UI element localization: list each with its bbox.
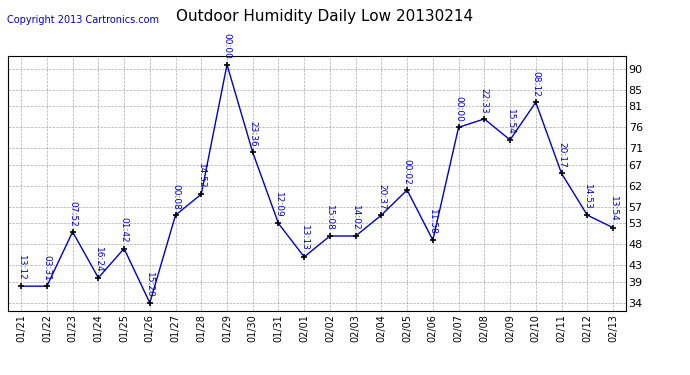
Text: 03:31: 03:31 bbox=[42, 255, 51, 280]
Text: 13:13: 13:13 bbox=[299, 225, 308, 251]
Text: 01:42: 01:42 bbox=[119, 217, 128, 243]
Text: 07:52: 07:52 bbox=[68, 201, 77, 226]
Text: 00:00: 00:00 bbox=[454, 96, 463, 122]
Text: 00:08: 00:08 bbox=[171, 184, 180, 210]
Text: 14:02: 14:02 bbox=[351, 205, 360, 231]
Text: 23:36: 23:36 bbox=[248, 121, 257, 147]
Text: 14:53: 14:53 bbox=[583, 184, 592, 210]
Text: 20:37: 20:37 bbox=[377, 184, 386, 210]
Text: Copyright 2013 Cartronics.com: Copyright 2013 Cartronics.com bbox=[7, 15, 159, 25]
Text: 00:00: 00:00 bbox=[222, 33, 232, 59]
Text: 22:33: 22:33 bbox=[480, 88, 489, 113]
Text: 08:12: 08:12 bbox=[531, 71, 540, 97]
Text: Humidity  (%): Humidity (%) bbox=[558, 21, 643, 31]
Text: 15:54: 15:54 bbox=[506, 108, 515, 134]
Text: 16:24: 16:24 bbox=[94, 247, 103, 272]
Text: 13:12: 13:12 bbox=[17, 255, 26, 280]
Text: 14:52: 14:52 bbox=[197, 163, 206, 189]
Text: 15:20: 15:20 bbox=[146, 272, 155, 297]
Text: 11:58: 11:58 bbox=[428, 209, 437, 235]
Text: 20:17: 20:17 bbox=[557, 142, 566, 168]
Text: 15:08: 15:08 bbox=[326, 205, 335, 231]
Text: 13:54: 13:54 bbox=[609, 196, 618, 222]
Text: 00:02: 00:02 bbox=[402, 159, 412, 184]
Text: Outdoor Humidity Daily Low 20130214: Outdoor Humidity Daily Low 20130214 bbox=[176, 9, 473, 24]
Text: 12:09: 12:09 bbox=[274, 192, 283, 218]
